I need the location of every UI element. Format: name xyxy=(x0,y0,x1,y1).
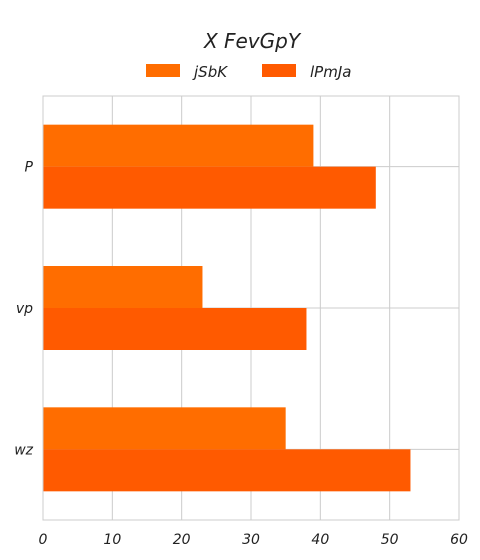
bars xyxy=(43,124,411,492)
bar-lpmja-vp xyxy=(43,308,307,350)
bar-jsbk-p xyxy=(43,124,314,167)
y-tick-label: P xyxy=(25,160,34,176)
legend-swatch-jsbk xyxy=(146,64,180,77)
plot-frame xyxy=(42,95,460,521)
x-tick-label: 20 xyxy=(173,532,191,548)
x-tick-label: 0 xyxy=(39,532,48,548)
bar-lpmja-p xyxy=(43,166,376,209)
x-tick-label: 40 xyxy=(311,532,329,548)
x-tick-label: 60 xyxy=(450,532,468,548)
bar-jsbk-vp xyxy=(43,266,203,308)
x-tick-label: 30 xyxy=(242,532,260,548)
y-axis-ticks: Pvp wz xyxy=(14,160,33,459)
y-tick-label: vp xyxy=(16,301,33,317)
x-tick-label: 10 xyxy=(103,532,121,548)
chart-title: X FevGpY xyxy=(203,29,302,53)
legend-label-jsbk: jSbK xyxy=(192,63,228,81)
bar-jsbk-wz xyxy=(43,407,286,450)
legend-swatch-lpmja xyxy=(262,64,296,77)
y-tick-label: wz xyxy=(14,442,33,458)
legend: jSbK lPmJa xyxy=(146,63,351,81)
legend-label-lpmja: lPmJa xyxy=(310,63,351,81)
x-tick-label: 50 xyxy=(381,532,399,548)
x-axis-ticks: 0 10 20 30 40 50 60 xyxy=(39,532,468,548)
bar-lpmja-wz xyxy=(43,449,411,492)
